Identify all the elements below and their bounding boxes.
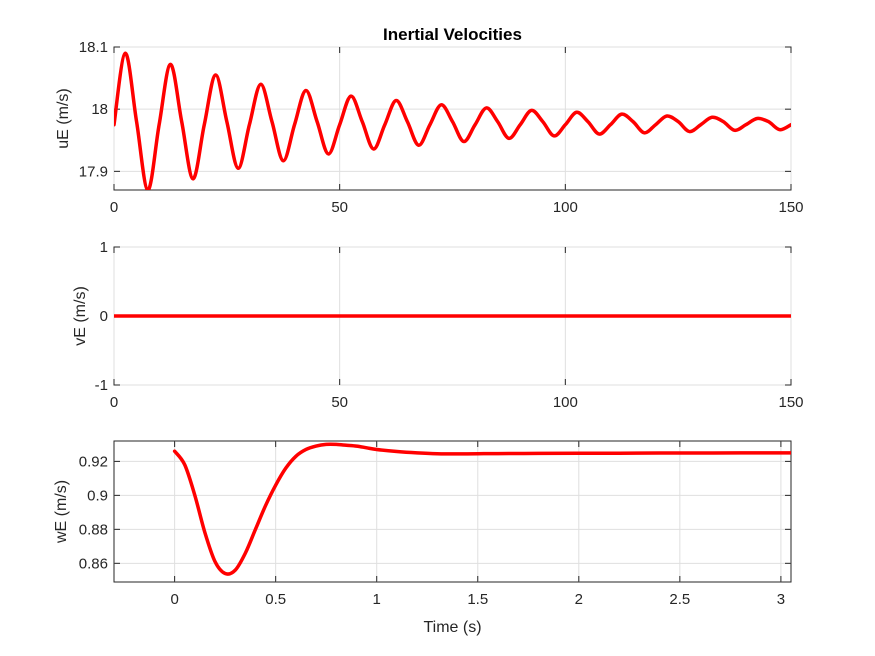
y-tick-label: 18 (91, 101, 108, 118)
subplot-we: 0 0.5 1 1.5 2 2.5 3 0.86 0.88 0.9 0.92 Time (s) wE… (53, 440, 792, 636)
x-tick-label: 2.5 (669, 591, 690, 608)
x-tick-label: 150 (778, 199, 803, 216)
y-tick-label: 1 (100, 239, 108, 256)
x-tick-label: 1.5 (467, 591, 488, 608)
x-tick-label: 2 (575, 591, 583, 608)
x-tick-label: 0.5 (265, 591, 286, 608)
series-line (172, 442, 791, 576)
y-tick-label: 0.88 (79, 521, 108, 538)
x-tick-label: 3 (777, 591, 785, 608)
y-tick-label: 17.9 (79, 163, 108, 180)
ticks: 0 50 100 150-101 (95, 239, 804, 411)
y-axis-label: wE (m/s) (53, 480, 70, 544)
series-group (114, 51, 791, 190)
y-tick-label: 0.9 (87, 487, 108, 504)
ticks: 0 50 100 150 17.9 18 18.1 (79, 39, 804, 216)
y-tick-label: 0.86 (79, 555, 108, 572)
axes-box (113, 440, 792, 583)
x-tick-label: 100 (553, 199, 578, 216)
x-tick-label: 0 (110, 199, 118, 216)
y-tick-label: 18.1 (79, 39, 108, 56)
subplot-ve: 0 50 100 150-101 vE (m/s) (72, 239, 804, 411)
y-axis-label: vE (m/s) (72, 286, 89, 346)
x-tick-label: 50 (331, 394, 348, 411)
series-line (114, 51, 791, 190)
x-tick-label: 100 (553, 394, 578, 411)
x-tick-label: 1 (373, 591, 381, 608)
x-axis-label: Time (s) (423, 619, 481, 636)
x-tick-label: 150 (778, 394, 803, 411)
x-tick-label: 0 (170, 591, 178, 608)
ticks: 0 0.5 1 1.5 2 2.5 3 0.86 0.88 0.9 0.92 (79, 441, 791, 608)
grid (114, 441, 791, 582)
y-tick-label: 0.92 (79, 453, 108, 470)
y-tick-label: 0 (100, 308, 108, 325)
chart-title: Inertial Velocities (383, 25, 522, 44)
y-tick-label: -1 (95, 377, 108, 394)
grid (113, 46, 792, 190)
series-group (172, 442, 791, 576)
x-tick-label: 0 (110, 394, 118, 411)
x-tick-label: 50 (331, 199, 348, 216)
y-axis-label: uE (m/s) (55, 88, 72, 148)
